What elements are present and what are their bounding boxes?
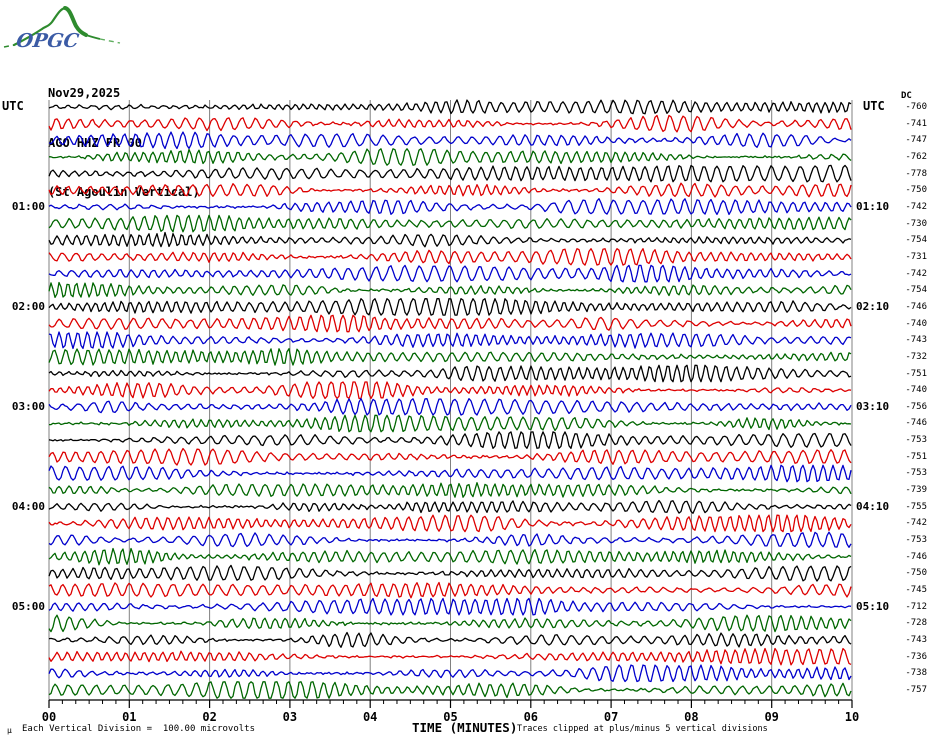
logo-dash-left — [3, 44, 15, 48]
trace-row-0200 — [48, 298, 852, 316]
trace-row-0320 — [48, 431, 852, 449]
trace-row-0020 — [48, 131, 852, 150]
opgc-logo: OPGC — [3, 6, 121, 52]
trace-row-0420 — [48, 531, 852, 548]
trace-row-0050 — [48, 182, 852, 198]
trace-row-0010 — [48, 114, 852, 133]
logo-curve-peak — [63, 6, 88, 37]
trace-row-0240 — [48, 364, 852, 383]
trace-row-0440 — [48, 564, 852, 582]
trace-row-0350 — [48, 482, 852, 498]
micro-symbol: µ — [7, 726, 12, 735]
trace-row-0220 — [48, 331, 852, 350]
dc-column-header: DC — [901, 91, 912, 101]
trace-row-0340 — [48, 464, 852, 483]
x-axis-title: TIME (MINUTES) — [412, 720, 518, 735]
trace-row-0120 — [48, 231, 852, 248]
trace-row-0100 — [48, 198, 852, 216]
trace-row-0400 — [48, 499, 852, 514]
utc-header-right: UTC — [863, 99, 885, 113]
trace-row-0550 — [48, 681, 852, 699]
logo-curve-rise — [12, 6, 67, 47]
trace-row-0310 — [49, 414, 852, 433]
trace-row-0330 — [48, 447, 852, 466]
trace-row-0000 — [48, 99, 852, 115]
trace-row-0250 — [48, 381, 852, 400]
trace-row-0140 — [48, 264, 852, 283]
logo-text: OPGC — [15, 29, 80, 52]
trace-row-0030 — [49, 148, 852, 166]
trace-row-0450 — [48, 581, 852, 599]
trace-row-0410 — [48, 514, 852, 533]
trace-row-0530 — [48, 647, 852, 666]
header-date: Nov29,2025 — [48, 86, 121, 100]
trace-row-0210 — [48, 314, 852, 333]
trace-row-0300 — [48, 397, 852, 416]
logo-curve-tail — [85, 34, 101, 40]
trace-row-0520 — [48, 631, 852, 648]
trace-row-0230 — [48, 348, 852, 366]
trace-row-0500 — [48, 597, 852, 616]
trace-row-0150 — [48, 281, 852, 299]
trace-row-0430 — [48, 547, 852, 566]
utc-header-left: UTC — [2, 99, 24, 113]
logo-dash-right — [99, 38, 121, 44]
trace-row-0540 — [48, 664, 852, 683]
trace-row-0130 — [48, 248, 852, 266]
vertical-division-note: Each Vertical Division = 100.00 microvol… — [22, 724, 255, 734]
trace-row-0040 — [48, 164, 852, 183]
trace-row-0510 — [48, 614, 852, 633]
trace-row-0110 — [48, 214, 852, 233]
clip-note: Traces clipped at plus/minus 5 vertical … — [517, 724, 768, 734]
